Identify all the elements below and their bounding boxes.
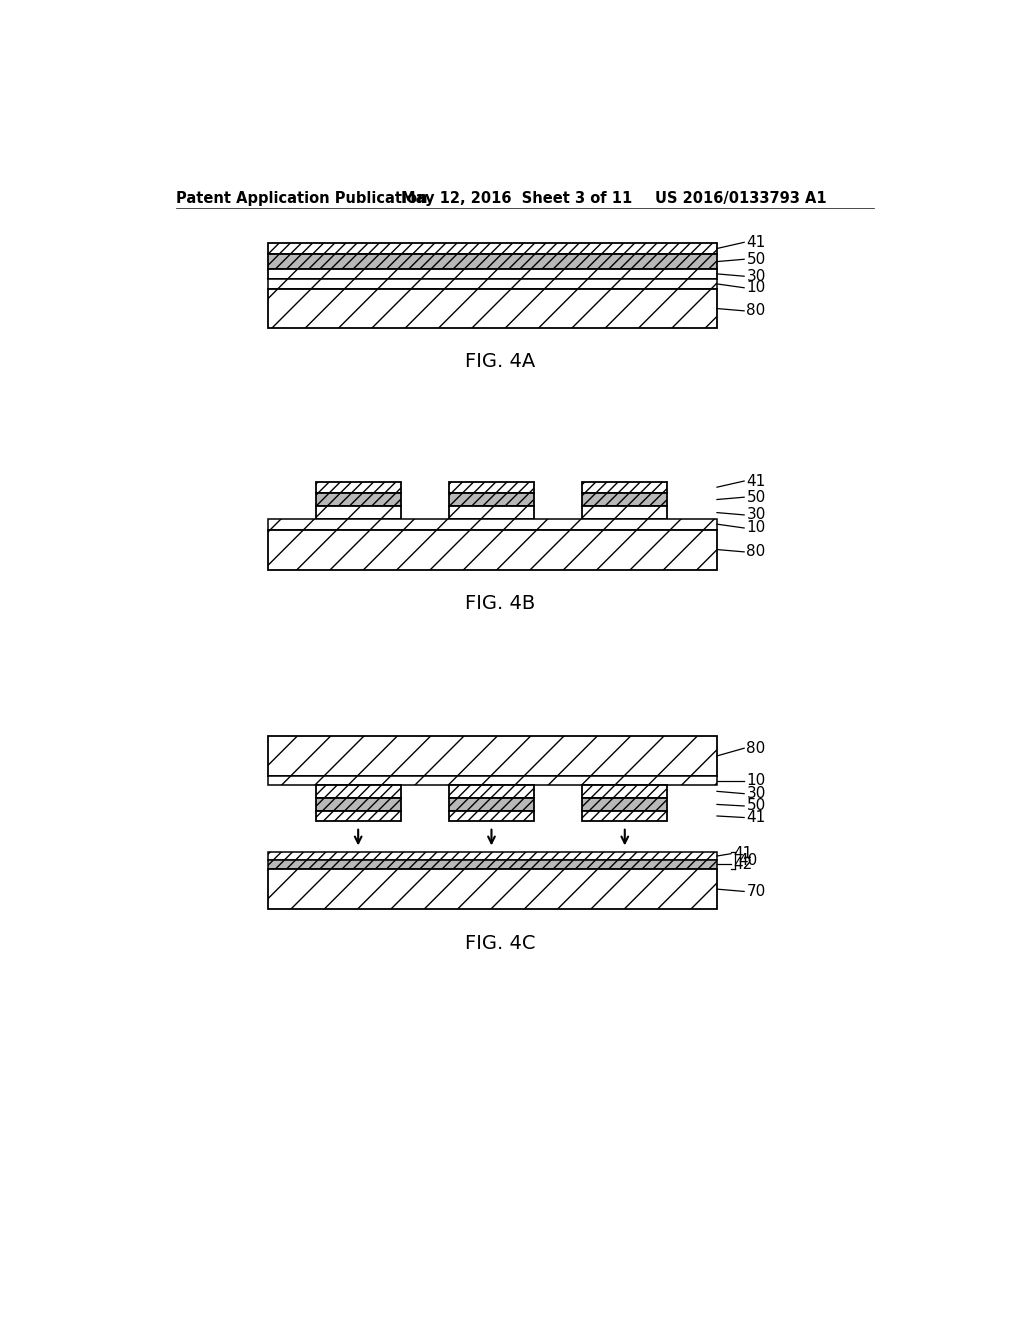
- Bar: [583, 482, 668, 492]
- Bar: [449, 797, 535, 812]
- Bar: [267, 519, 717, 529]
- Text: FIG. 4C: FIG. 4C: [465, 933, 536, 953]
- Text: 50: 50: [746, 490, 766, 504]
- Text: 42: 42: [733, 857, 753, 873]
- Text: 80: 80: [746, 544, 766, 560]
- Bar: [267, 279, 717, 289]
- Text: FIG. 4A: FIG. 4A: [465, 352, 536, 371]
- Text: 80: 80: [746, 304, 766, 318]
- Text: 10: 10: [746, 520, 766, 536]
- Bar: [449, 482, 535, 492]
- Bar: [267, 253, 717, 269]
- Text: 50: 50: [746, 799, 766, 813]
- Bar: [583, 797, 668, 812]
- Bar: [449, 812, 535, 821]
- Text: 41: 41: [733, 846, 753, 861]
- Bar: [315, 507, 400, 519]
- Bar: [449, 507, 535, 519]
- Text: Patent Application Publication: Patent Application Publication: [176, 191, 428, 206]
- Bar: [267, 243, 717, 253]
- Text: 41: 41: [746, 235, 766, 249]
- Text: 30: 30: [746, 507, 766, 523]
- Bar: [267, 269, 717, 279]
- Bar: [267, 869, 717, 909]
- Bar: [315, 812, 400, 821]
- Bar: [267, 859, 717, 869]
- Text: 80: 80: [746, 741, 766, 756]
- Bar: [315, 785, 400, 797]
- Text: 10: 10: [746, 280, 766, 296]
- Bar: [583, 785, 668, 797]
- Text: 70: 70: [746, 884, 766, 899]
- Bar: [449, 785, 535, 797]
- Bar: [315, 482, 400, 492]
- Bar: [267, 776, 717, 785]
- Bar: [583, 812, 668, 821]
- Text: US 2016/0133793 A1: US 2016/0133793 A1: [655, 191, 826, 206]
- Bar: [267, 289, 717, 327]
- Bar: [315, 492, 400, 507]
- Bar: [267, 529, 717, 570]
- Bar: [267, 853, 717, 859]
- Text: 41: 41: [746, 810, 766, 825]
- Bar: [267, 737, 717, 776]
- Bar: [583, 507, 668, 519]
- Text: 30: 30: [746, 269, 766, 284]
- Text: FIG. 4B: FIG. 4B: [465, 594, 536, 614]
- Text: May 12, 2016  Sheet 3 of 11: May 12, 2016 Sheet 3 of 11: [400, 191, 632, 206]
- Text: 10: 10: [746, 774, 766, 788]
- Text: 41: 41: [746, 474, 766, 488]
- Text: 30: 30: [746, 787, 766, 801]
- Text: 50: 50: [746, 252, 766, 267]
- Text: 40: 40: [738, 853, 757, 869]
- Bar: [449, 492, 535, 507]
- Bar: [583, 492, 668, 507]
- Bar: [315, 797, 400, 812]
